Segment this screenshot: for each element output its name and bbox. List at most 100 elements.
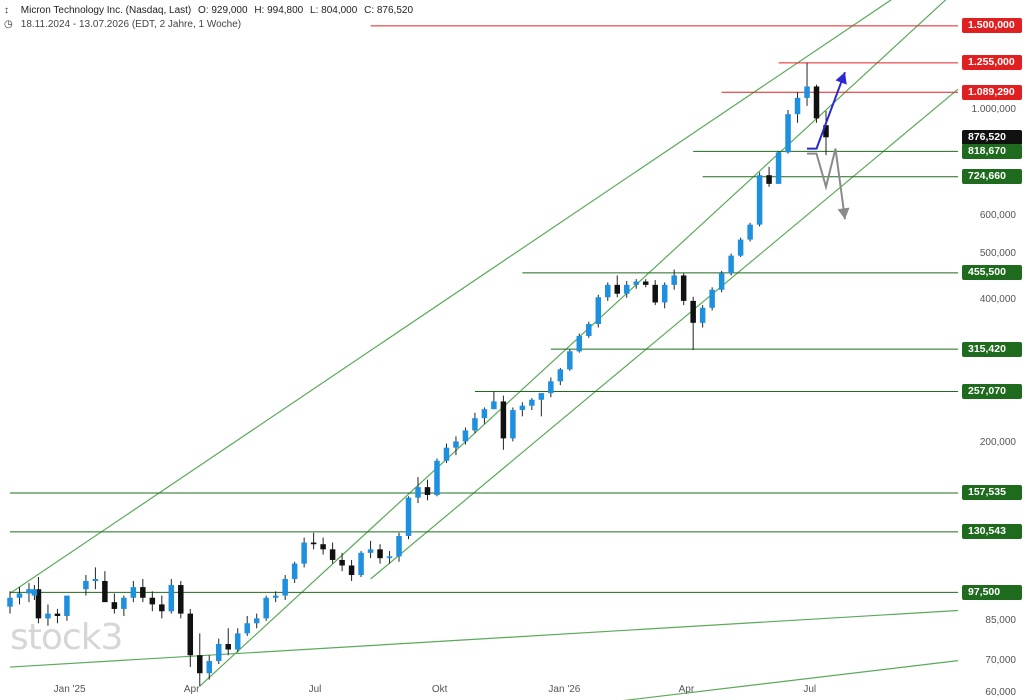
candle-body — [329, 549, 336, 560]
candle-body — [282, 578, 288, 596]
level-label-support: 97,500 — [962, 584, 1022, 600]
candle-body — [709, 289, 715, 308]
candle-body — [310, 542, 317, 545]
x-tick-label: Jul — [308, 684, 322, 695]
candle-body — [130, 587, 137, 598]
open-value: 929,000 — [211, 5, 248, 16]
candle-body — [529, 399, 535, 406]
candle-body — [64, 595, 70, 616]
candle-body — [756, 175, 763, 225]
candle-body — [396, 535, 402, 557]
candle-body — [434, 460, 440, 495]
open-label: O: — [198, 5, 209, 16]
candle-body — [187, 613, 194, 656]
candle-body — [538, 393, 545, 400]
candle-body — [481, 409, 488, 419]
candle-body — [367, 549, 374, 553]
x-tick-label: Okt — [431, 684, 448, 695]
bull-scenario-line — [807, 71, 846, 150]
candle-body — [586, 323, 592, 336]
level-label-resistance: 1.255,000 — [962, 55, 1022, 71]
candle-body — [737, 239, 744, 256]
y-tick-label: 400,000 — [979, 293, 1016, 305]
candle-body — [605, 284, 611, 298]
low-value: 804,000 — [321, 5, 358, 16]
candle-body — [671, 275, 677, 285]
candle-body — [111, 602, 118, 609]
instrument-title: Micron Technology Inc. (Nasdaq, Last) — [20, 5, 192, 16]
level-lines-group — [10, 25, 958, 593]
high-label: H: — [254, 5, 265, 16]
candle-body — [140, 587, 146, 598]
candle-body — [794, 97, 801, 115]
candle-body — [424, 487, 431, 495]
candle-body — [652, 284, 658, 303]
candle-body — [472, 418, 478, 431]
candle-body — [766, 175, 772, 184]
level-label-support: 257,070 — [962, 383, 1022, 399]
scenario-arrows-group — [807, 71, 850, 220]
level-label-support: 130,543 — [962, 524, 1022, 540]
level-label-support: 315,420 — [962, 341, 1022, 357]
candle-body — [92, 578, 99, 581]
candle-body — [263, 597, 269, 619]
trendline-0 — [9, 0, 892, 594]
x-tick-label: Apr — [183, 684, 200, 695]
candle-body — [804, 86, 810, 98]
candle-body — [45, 613, 51, 619]
candle-body — [54, 613, 61, 616]
chart-meta: (EDT, 2 Jahre, 1 Woche) — [131, 19, 242, 30]
clock-icon: ◷ — [4, 19, 13, 30]
x-tick-label: Jan '25 — [53, 684, 86, 695]
level-label-support: 157,535 — [962, 485, 1022, 501]
candle-body — [415, 487, 421, 498]
candle-body — [453, 441, 459, 448]
level-label-resistance: 1.089,290 — [962, 84, 1022, 100]
low-label: L: — [310, 5, 319, 16]
y-tick-label: 70,000 — [985, 655, 1016, 667]
candle-body — [244, 623, 250, 634]
candle-body — [595, 297, 602, 324]
candle-body — [377, 549, 383, 559]
trendline-group — [9, 0, 959, 700]
candle-body — [557, 369, 564, 382]
y-tick-label: 60,000 — [985, 686, 1016, 698]
bull-scenario-arrowhead — [835, 72, 847, 85]
candle-body — [510, 410, 516, 439]
candle-body — [699, 307, 706, 323]
bear-scenario-line — [807, 148, 846, 220]
candle-body — [680, 275, 687, 301]
candle-body — [348, 565, 355, 576]
candle-body — [35, 589, 42, 619]
candle-body — [775, 152, 782, 184]
y-tick-label: 1.000,000 — [971, 103, 1017, 115]
candle-body — [206, 661, 213, 674]
level-label-support: 818,670 — [962, 143, 1022, 159]
candle-body — [149, 597, 156, 605]
level-label-support: 724,660 — [962, 169, 1022, 185]
x-tick-label: Apr — [678, 684, 695, 695]
candle-body — [358, 552, 364, 576]
candle-body — [747, 224, 753, 240]
candle-body — [567, 351, 573, 370]
candle-body — [614, 284, 621, 294]
y-tick-label: 85,000 — [985, 614, 1016, 626]
candle-body — [642, 281, 649, 285]
candle-body — [405, 497, 412, 536]
candle-body — [102, 580, 108, 603]
trendline-2 — [370, 88, 959, 580]
chart-header: ↕ Micron Technology Inc. (Nasdaq, Last) … — [4, 5, 413, 16]
candle-body — [225, 643, 231, 650]
candle-body — [215, 643, 222, 662]
candle-body — [16, 593, 23, 598]
candle-body — [519, 405, 526, 411]
candle-body — [548, 381, 554, 394]
candle-body — [291, 563, 298, 579]
close-label: C: — [364, 5, 375, 16]
level-label-support: 455,500 — [962, 265, 1022, 281]
candle-body — [159, 604, 165, 612]
candle-body — [443, 447, 450, 461]
candle-body — [633, 281, 639, 285]
candle-body — [178, 585, 184, 614]
